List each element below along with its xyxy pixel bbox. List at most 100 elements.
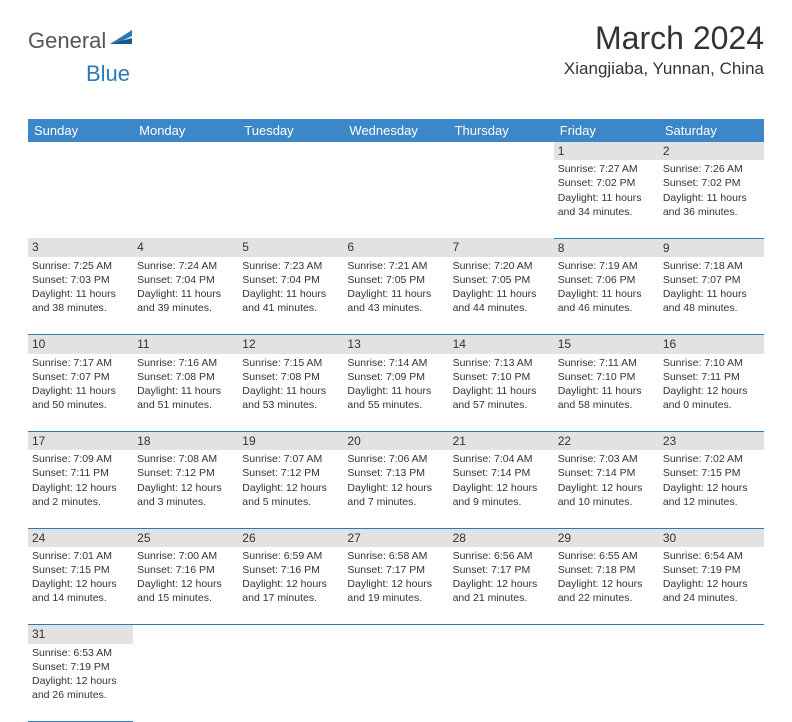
logo: General [28, 20, 138, 54]
day-cell: Sunrise: 7:21 AMSunset: 7:05 PMDaylight:… [343, 257, 448, 335]
sunset: Sunset: 7:13 PM [347, 466, 444, 480]
day-cell: Sunrise: 7:17 AMSunset: 7:07 PMDaylight:… [28, 354, 133, 432]
daylight: Daylight: 11 hours and 51 minutes. [137, 384, 234, 412]
sunset: Sunset: 7:14 PM [558, 466, 655, 480]
day-number [238, 625, 343, 644]
logo-text-blue: Blue [86, 61, 130, 86]
day-number: 1 [554, 142, 659, 160]
day-cell: Sunrise: 7:04 AMSunset: 7:14 PMDaylight:… [449, 450, 554, 528]
daylight: Daylight: 12 hours and 24 minutes. [663, 577, 760, 605]
day-cell: Sunrise: 7:10 AMSunset: 7:11 PMDaylight:… [659, 354, 764, 432]
day-cell: Sunrise: 7:16 AMSunset: 7:08 PMDaylight:… [133, 354, 238, 432]
day-number [133, 142, 238, 160]
day-number-row: 10111213141516 [28, 335, 764, 354]
daylight: Daylight: 11 hours and 48 minutes. [663, 287, 760, 315]
daylight: Daylight: 12 hours and 15 minutes. [137, 577, 234, 605]
weekday-header: Saturday [659, 119, 764, 142]
flag-icon [110, 30, 136, 53]
day-cell: Sunrise: 7:23 AMSunset: 7:04 PMDaylight:… [238, 257, 343, 335]
sunset: Sunset: 7:11 PM [32, 466, 129, 480]
sunrise: Sunrise: 7:24 AM [137, 259, 234, 273]
sunset: Sunset: 7:10 PM [453, 370, 550, 384]
day-cell: Sunrise: 7:24 AMSunset: 7:04 PMDaylight:… [133, 257, 238, 335]
day-number: 11 [133, 335, 238, 354]
day-number [238, 142, 343, 160]
day-number: 30 [659, 528, 764, 547]
daylight: Daylight: 12 hours and 5 minutes. [242, 481, 339, 509]
weekday-header: Wednesday [343, 119, 448, 142]
day-number [343, 625, 448, 644]
sunrise: Sunrise: 7:11 AM [558, 356, 655, 370]
day-number: 10 [28, 335, 133, 354]
day-cell: Sunrise: 7:02 AMSunset: 7:15 PMDaylight:… [659, 450, 764, 528]
sunrise: Sunrise: 7:14 AM [347, 356, 444, 370]
month-title: March 2024 [564, 20, 764, 57]
sunset: Sunset: 7:19 PM [32, 660, 129, 674]
sunset: Sunset: 7:06 PM [558, 273, 655, 287]
day-number: 4 [133, 238, 238, 257]
day-number: 13 [343, 335, 448, 354]
day-number: 22 [554, 432, 659, 451]
sunset: Sunset: 7:12 PM [137, 466, 234, 480]
daylight: Daylight: 12 hours and 26 minutes. [32, 674, 129, 702]
day-cell: Sunrise: 7:03 AMSunset: 7:14 PMDaylight:… [554, 450, 659, 528]
day-cell: Sunrise: 6:56 AMSunset: 7:17 PMDaylight:… [449, 547, 554, 625]
sunset: Sunset: 7:11 PM [663, 370, 760, 384]
sunrise: Sunrise: 7:23 AM [242, 259, 339, 273]
sunset: Sunset: 7:15 PM [663, 466, 760, 480]
daylight: Daylight: 12 hours and 10 minutes. [558, 481, 655, 509]
weekday-header: Sunday [28, 119, 133, 142]
sunset: Sunset: 7:02 PM [558, 176, 655, 190]
sunset: Sunset: 7:12 PM [242, 466, 339, 480]
day-number: 6 [343, 238, 448, 257]
daylight: Daylight: 11 hours and 41 minutes. [242, 287, 339, 315]
day-number: 24 [28, 528, 133, 547]
day-number-row: 12 [28, 142, 764, 160]
sunrise: Sunrise: 7:16 AM [137, 356, 234, 370]
day-cell [238, 644, 343, 722]
daylight: Daylight: 12 hours and 9 minutes. [453, 481, 550, 509]
sunrise: Sunrise: 7:25 AM [32, 259, 129, 273]
day-cell [28, 160, 133, 238]
sunset: Sunset: 7:14 PM [453, 466, 550, 480]
day-number: 28 [449, 528, 554, 547]
day-number [28, 142, 133, 160]
sunset: Sunset: 7:04 PM [137, 273, 234, 287]
sunrise: Sunrise: 6:58 AM [347, 549, 444, 563]
day-cell: Sunrise: 7:01 AMSunset: 7:15 PMDaylight:… [28, 547, 133, 625]
sunrise: Sunrise: 7:13 AM [453, 356, 550, 370]
daylight: Daylight: 12 hours and 17 minutes. [242, 577, 339, 605]
week-row: Sunrise: 7:09 AMSunset: 7:11 PMDaylight:… [28, 450, 764, 528]
day-number: 26 [238, 528, 343, 547]
sunrise: Sunrise: 7:18 AM [663, 259, 760, 273]
day-cell [659, 644, 764, 722]
day-cell: Sunrise: 7:19 AMSunset: 7:06 PMDaylight:… [554, 257, 659, 335]
day-cell: Sunrise: 6:58 AMSunset: 7:17 PMDaylight:… [343, 547, 448, 625]
sunset: Sunset: 7:04 PM [242, 273, 339, 287]
sunrise: Sunrise: 7:17 AM [32, 356, 129, 370]
day-number [659, 625, 764, 644]
day-cell: Sunrise: 7:06 AMSunset: 7:13 PMDaylight:… [343, 450, 448, 528]
day-number: 25 [133, 528, 238, 547]
sunset: Sunset: 7:05 PM [347, 273, 444, 287]
week-row: Sunrise: 7:01 AMSunset: 7:15 PMDaylight:… [28, 547, 764, 625]
sunrise: Sunrise: 7:27 AM [558, 162, 655, 176]
sunset: Sunset: 7:15 PM [32, 563, 129, 577]
day-cell [133, 160, 238, 238]
day-number [449, 625, 554, 644]
day-number: 3 [28, 238, 133, 257]
daylight: Daylight: 11 hours and 34 minutes. [558, 191, 655, 219]
sunset: Sunset: 7:03 PM [32, 273, 129, 287]
day-number-row: 3456789 [28, 238, 764, 257]
day-cell: Sunrise: 7:18 AMSunset: 7:07 PMDaylight:… [659, 257, 764, 335]
day-cell [343, 160, 448, 238]
logo-text-general: General [28, 28, 106, 54]
day-cell: Sunrise: 7:25 AMSunset: 7:03 PMDaylight:… [28, 257, 133, 335]
day-number-row: 31 [28, 625, 764, 644]
daylight: Daylight: 12 hours and 7 minutes. [347, 481, 444, 509]
day-number: 21 [449, 432, 554, 451]
sunset: Sunset: 7:02 PM [663, 176, 760, 190]
sunset: Sunset: 7:17 PM [453, 563, 550, 577]
day-number: 27 [343, 528, 448, 547]
sunset: Sunset: 7:19 PM [663, 563, 760, 577]
